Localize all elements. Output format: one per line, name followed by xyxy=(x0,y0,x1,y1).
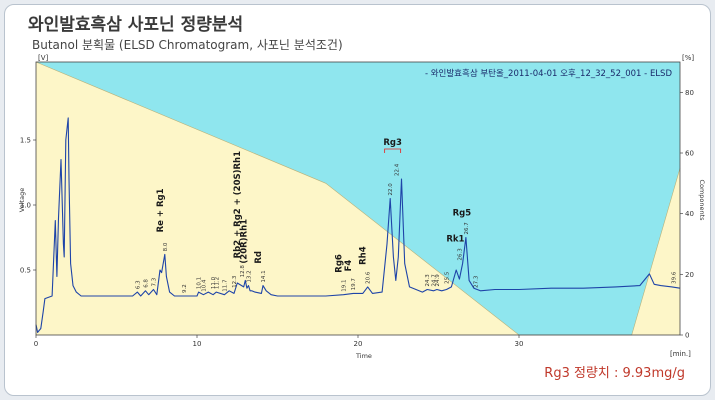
peak-name-label: Rb2 + Rg2 + (20S)Rh1 xyxy=(233,151,243,258)
y2-tick-label: 60 xyxy=(685,150,694,158)
retention-time-label: 7.3 xyxy=(152,277,158,286)
retention-time-label: 9.2 xyxy=(182,284,188,293)
retention-time-label: 14.1 xyxy=(261,270,267,282)
peak-name-label: (20R)Rh1 xyxy=(240,219,250,264)
y2-tick-label: 20 xyxy=(685,271,694,279)
retention-time-label: 12.8 xyxy=(240,265,246,278)
retention-time-label: 25.5 xyxy=(445,271,451,284)
retention-time-label: 24.9 xyxy=(435,274,441,287)
peak-name-label: F4 xyxy=(344,260,354,272)
peak-name-label: Rd xyxy=(254,251,264,264)
retention-time-label: 26.3 xyxy=(457,248,463,261)
retention-time-label: 10.4 xyxy=(201,279,207,292)
y-axis-title: Voltage xyxy=(18,188,26,212)
x-tick-label: 10 xyxy=(193,340,202,348)
x-tick-label: 20 xyxy=(354,340,363,348)
x-axis-title: Time xyxy=(355,352,372,360)
retention-time-label: 10.1 xyxy=(197,277,203,289)
retention-time-label: 20.6 xyxy=(366,271,372,284)
retention-time-label: 11.0 xyxy=(211,276,217,289)
retention-time-label: 6.3 xyxy=(135,280,141,289)
y2-axis-title: Components xyxy=(698,179,706,221)
retention-time-label: 27.3 xyxy=(474,275,480,288)
peak-bracket xyxy=(384,148,402,153)
retention-time-label: 19.7 xyxy=(351,278,357,291)
retention-time-label: 26.7 xyxy=(464,222,470,235)
retention-time-label: 12.3 xyxy=(232,275,238,288)
rg3-quantity-result: Rg3 정량치 : 9.93mg/g xyxy=(544,366,685,381)
y2-tick-label: 80 xyxy=(685,89,694,97)
peak-name-label: Re + Rg1 xyxy=(156,188,166,232)
peak-name-label: Rg3 xyxy=(383,138,402,148)
y-unit-label: [V] xyxy=(38,54,49,62)
retention-time-label: 24.3 xyxy=(425,274,431,287)
retention-time-label: 39.6 xyxy=(672,271,678,284)
peak-name-label: Rg5 xyxy=(453,209,472,219)
retention-time-label: 24.7 xyxy=(432,274,438,287)
retention-time-label: 22.0 xyxy=(388,183,394,196)
x-unit-label: [min.] xyxy=(670,350,691,358)
page-title: 와인발효흑삼 사포닌 정량분석 xyxy=(28,15,244,35)
y-tick-label: 1.5 xyxy=(20,137,31,145)
retention-time-label: 13.2 xyxy=(247,270,253,282)
y2-tick-label: 0 xyxy=(685,332,689,340)
legend-entry: - 와인발효흑삼 부탄올_2011-04-01 오후_12_32_52_001 … xyxy=(425,68,672,79)
retention-time-label: 11.2 xyxy=(214,277,220,289)
y2-unit-label: [%] xyxy=(682,54,694,62)
peak-name-label: Rg6 xyxy=(335,254,345,273)
x-tick-label: 0 xyxy=(34,340,38,348)
peak-name-label: Rk1 xyxy=(446,235,464,245)
y2-tick-label: 40 xyxy=(685,210,694,218)
y-tick-label: 1.0 xyxy=(20,202,31,210)
y-tick-label: 0.5 xyxy=(20,267,31,275)
page-subtitle: Butanol 분획물 (ELSD Chromatogram, 사포닌 분석조건… xyxy=(32,38,343,52)
gradient-area xyxy=(36,62,680,335)
retention-time-label: 11.7 xyxy=(222,279,228,292)
elsd-trace xyxy=(35,117,681,333)
plot-frame xyxy=(35,61,681,336)
retention-time-label: 8.0 xyxy=(163,242,169,251)
retention-time-label: 19.1 xyxy=(342,279,348,291)
retention-time-label: 6.8 xyxy=(143,279,149,288)
retention-time-label: 22.4 xyxy=(395,163,401,176)
peak-name-label: Rh4 xyxy=(359,246,369,265)
x-tick-label: 30 xyxy=(515,340,524,348)
